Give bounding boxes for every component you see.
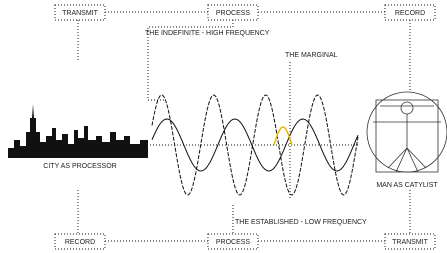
marginal-label: THE MARGINAL	[285, 52, 338, 59]
high-label: THE INDEFINITE - HIGH FREQUENCY	[145, 30, 270, 37]
man-label: MAN AS CATYLIST	[376, 182, 438, 189]
box-label: TRANSMIT	[392, 239, 429, 246]
vitruvian-man	[367, 92, 447, 172]
low-label: THE ESTABLISHED - LOW FREQUENCY	[235, 219, 367, 226]
city-label: CITY AS PROCESSOR	[43, 163, 116, 170]
box-label: PROCESS	[216, 10, 251, 17]
connectors	[78, 12, 410, 241]
city-skyline	[8, 104, 148, 158]
diagram: TRANSMIT PROCESS RECORD RECORD PROCESS T…	[0, 0, 447, 253]
box-label: TRANSMIT	[62, 10, 99, 17]
boxes	[55, 5, 435, 249]
box-label: PROCESS	[216, 239, 251, 246]
box-label: RECORD	[395, 10, 425, 17]
marginal-wave	[274, 127, 292, 145]
box-label: RECORD	[65, 239, 95, 246]
